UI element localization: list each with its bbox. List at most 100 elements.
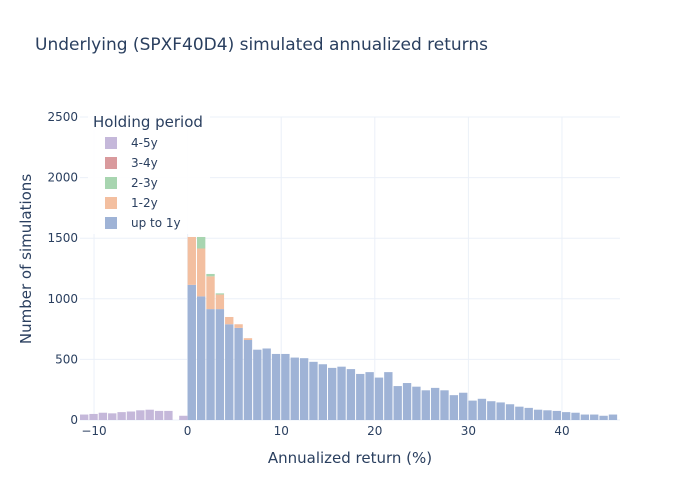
bar-up-to-1y <box>552 410 561 420</box>
bar-4-5y <box>117 412 126 420</box>
bar-up-to-1y <box>365 372 374 420</box>
bar-2-3y <box>206 273 215 277</box>
x-tick-label: 0 <box>184 424 192 438</box>
bar-4-5y <box>179 415 188 420</box>
legend-swatch[interactable] <box>105 137 117 149</box>
bar-up-to-1y <box>459 392 468 420</box>
bar-up-to-1y <box>477 398 487 420</box>
y-tick-label: 2500 <box>47 110 78 124</box>
legend-items[interactable]: 4-5y 3-4y 2-3y 1-2y up to 1y <box>105 136 181 230</box>
bar-2-3y <box>215 293 225 295</box>
legend[interactable]: Holding period 4-5y 3-4y 2-3y 1-2y up to 1y <box>88 110 210 234</box>
bar-up-to-1y <box>290 357 299 420</box>
bar-up-to-1y <box>533 409 543 420</box>
bar-up-to-1y <box>318 364 328 420</box>
bar-up-to-1y <box>215 309 225 420</box>
bar-up-to-1y <box>309 361 318 420</box>
x-tick-label: −10 <box>81 424 106 438</box>
bar-4-5y <box>126 411 136 420</box>
bar-up-to-1y <box>206 309 215 420</box>
bar-up-to-1y <box>421 390 430 420</box>
bar-1-2y <box>206 276 215 310</box>
x-tick-label: 10 <box>274 424 289 438</box>
bar-up-to-1y <box>253 349 262 420</box>
x-tick-label: 30 <box>461 424 476 438</box>
bar-4-5y <box>89 413 98 420</box>
bar-up-to-1y <box>505 404 515 420</box>
bar-up-to-1y <box>468 400 477 420</box>
y-tick-label: 1500 <box>47 231 78 245</box>
bar-up-to-1y <box>543 410 552 420</box>
bar-up-to-1y <box>187 284 196 420</box>
bar-up-to-1y <box>515 406 524 420</box>
legend-label[interactable]: 3-4y <box>131 156 158 170</box>
bar-up-to-1y <box>243 340 253 420</box>
bar-2-3y <box>196 236 206 249</box>
bar-up-to-1y <box>571 412 580 420</box>
bars <box>80 236 618 420</box>
bar-up-to-1y <box>449 395 459 420</box>
y-tick-label: 500 <box>55 352 78 366</box>
x-tick-label: 20 <box>367 424 382 438</box>
bar-up-to-1y <box>384 372 393 420</box>
legend-label[interactable]: up to 1y <box>131 216 181 230</box>
bar-up-to-1y <box>271 353 281 420</box>
legend-swatch[interactable] <box>105 197 117 209</box>
bar-4-5y <box>80 414 89 420</box>
bar-up-to-1y <box>196 296 206 420</box>
y-axis-ticks: 0 500 1000 1500 2000 2500 <box>47 110 78 427</box>
legend-label[interactable]: 4-5y <box>131 136 158 150</box>
bar-4-5y <box>164 410 173 420</box>
x-axis-ticks: −10 0 10 20 30 40 <box>81 424 569 438</box>
bar-up-to-1y <box>487 401 496 420</box>
bar-up-to-1y <box>561 412 571 420</box>
bar-up-to-1y <box>496 402 505 420</box>
bar-1-2y <box>196 248 206 297</box>
bar-up-to-1y <box>590 414 599 420</box>
legend-swatch[interactable] <box>105 177 117 189</box>
bar-up-to-1y <box>262 348 271 420</box>
bar-up-to-1y <box>608 414 618 420</box>
bar-up-to-1y <box>412 386 421 420</box>
bar-4-5y <box>108 413 117 420</box>
bar-1-2y <box>187 236 196 285</box>
bar-1-2y <box>215 294 225 310</box>
bar-4-5y <box>98 412 108 420</box>
bar-1-2y <box>225 316 234 325</box>
y-tick-label: 2000 <box>47 171 78 185</box>
legend-swatch[interactable] <box>105 217 117 229</box>
bar-up-to-1y <box>393 386 402 420</box>
bar-up-to-1y <box>430 387 440 420</box>
legend-background <box>88 110 210 234</box>
chart-title: Underlying (SPXF40D4) simulated annualiz… <box>35 35 488 55</box>
bar-4-5y <box>145 409 154 420</box>
bar-up-to-1y <box>374 377 384 420</box>
bar-4-5y <box>136 410 145 420</box>
legend-label[interactable]: 1-2y <box>131 196 158 210</box>
bar-up-to-1y <box>281 353 290 420</box>
bar-up-to-1y <box>225 324 234 420</box>
bar-1-2y <box>243 338 253 341</box>
bar-up-to-1y <box>337 366 346 420</box>
legend-swatch[interactable] <box>105 157 117 169</box>
legend-label[interactable]: 2-3y <box>131 176 158 190</box>
bar-up-to-1y <box>580 414 590 420</box>
bar-up-to-1y <box>440 390 449 420</box>
bar-up-to-1y <box>356 373 365 420</box>
y-axis-title: Number of simulations <box>17 174 35 344</box>
y-tick-label: 0 <box>70 413 78 427</box>
bar-up-to-1y <box>524 407 533 420</box>
bar-up-to-1y <box>599 415 608 420</box>
bar-up-to-1y <box>328 367 337 420</box>
bar-up-to-1y <box>234 327 243 420</box>
x-axis-title: Annualized return (%) <box>268 449 432 467</box>
y-tick-label: 1000 <box>47 292 78 306</box>
bar-up-to-1y <box>346 369 356 420</box>
bar-up-to-1y <box>402 383 412 420</box>
bar-1-2y <box>234 324 243 328</box>
x-tick-label: 40 <box>554 424 569 438</box>
bar-4-5y <box>154 410 164 420</box>
legend-title: Holding period <box>93 113 203 131</box>
bar-up-to-1y <box>299 358 309 420</box>
